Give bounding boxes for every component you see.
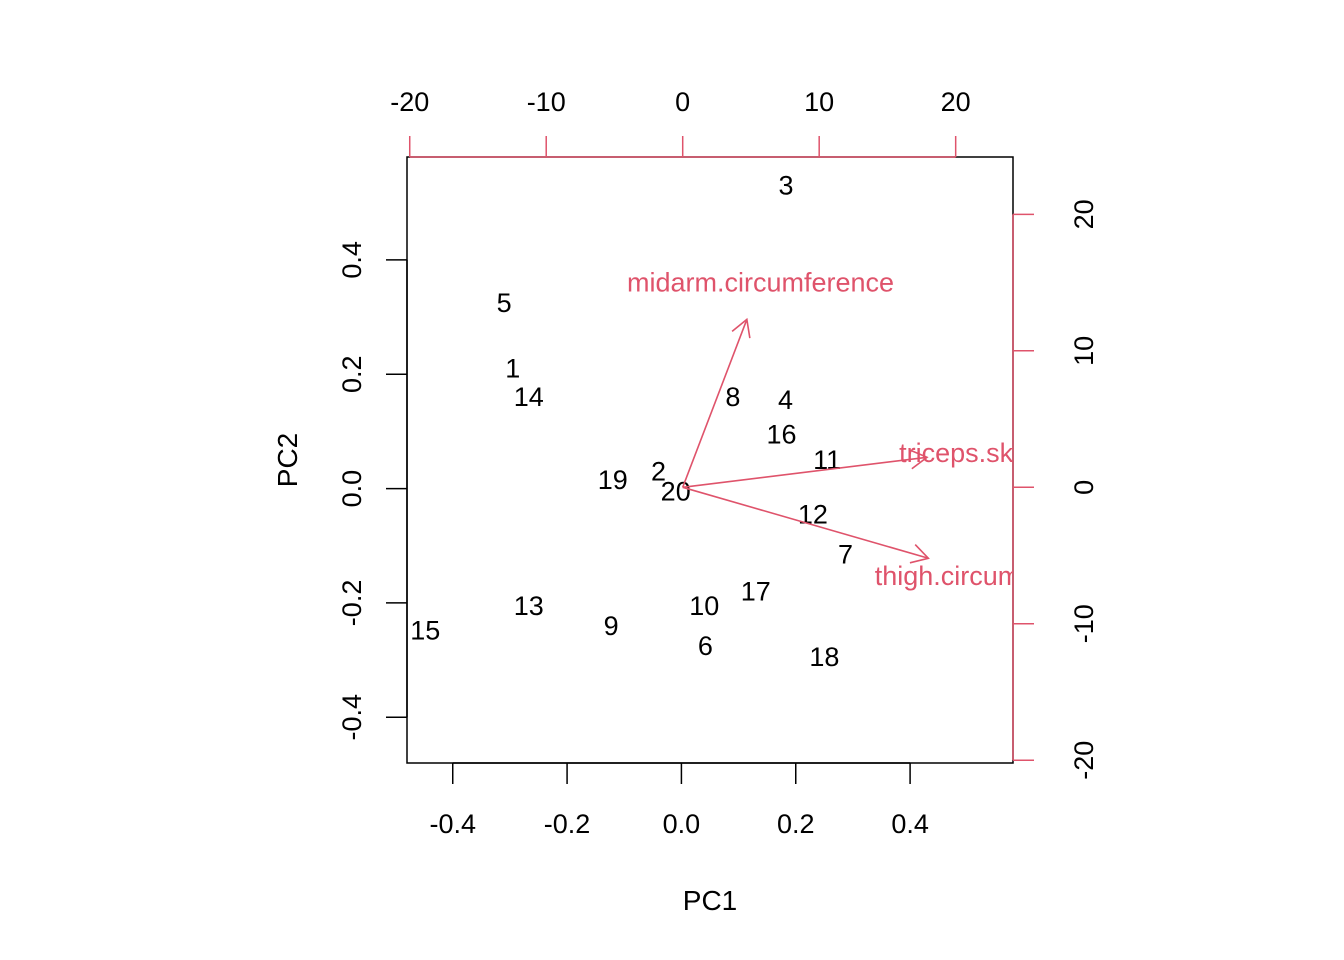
observation-label: 8 bbox=[725, 382, 740, 412]
observation-label: 16 bbox=[766, 419, 796, 449]
observation-label: 7 bbox=[838, 539, 853, 569]
top-tick-label: -10 bbox=[527, 87, 566, 117]
loading-label: triceps.skinfold bbox=[899, 438, 1078, 468]
y-tick-label: -0.4 bbox=[337, 694, 367, 741]
loading-arrowhead bbox=[909, 449, 929, 470]
y-tick-label: 0.0 bbox=[337, 470, 367, 508]
observation-label: 13 bbox=[514, 591, 544, 621]
top-tick-label: 20 bbox=[941, 87, 971, 117]
right-tick-label: 20 bbox=[1069, 199, 1099, 229]
observation-label: 2 bbox=[651, 456, 666, 486]
x-tick-label: 0.2 bbox=[777, 809, 815, 839]
right-tick-label: -20 bbox=[1069, 741, 1099, 780]
top-tick-label: -20 bbox=[390, 87, 429, 117]
observation-label: 5 bbox=[497, 288, 512, 318]
loading-arrow bbox=[681, 319, 748, 488]
right-tick-label: 10 bbox=[1069, 336, 1099, 366]
loading-arrowhead bbox=[909, 544, 930, 564]
observation-label: 1 bbox=[505, 354, 520, 384]
x-tick-label: -0.4 bbox=[429, 809, 476, 839]
observation-label: 17 bbox=[741, 576, 771, 606]
y-axis-title: PC2 bbox=[272, 433, 303, 487]
top-tick-label: 10 bbox=[804, 87, 834, 117]
top-tick-label: 0 bbox=[675, 87, 690, 117]
loading-arrow bbox=[682, 456, 928, 489]
x-tick-label: 0.4 bbox=[891, 809, 929, 839]
observation-label: 18 bbox=[809, 642, 839, 672]
x-tick-label: 0.0 bbox=[663, 809, 701, 839]
observation-label: 14 bbox=[514, 382, 544, 412]
y-tick-label: -0.2 bbox=[337, 580, 367, 627]
y-tick-label: 0.4 bbox=[337, 241, 367, 279]
loading-label: thigh.circumference bbox=[875, 561, 1111, 591]
observation-label: 15 bbox=[410, 615, 440, 645]
loading-arrowhead bbox=[731, 317, 751, 339]
loadings-layer: midarm.circumference triceps.skinfold thig… bbox=[627, 268, 1111, 591]
observation-label: 4 bbox=[778, 385, 793, 415]
observation-label: 19 bbox=[598, 465, 628, 495]
right-tick-label: -10 bbox=[1069, 604, 1099, 643]
observation-label: 9 bbox=[604, 611, 619, 641]
observation-label: 10 bbox=[689, 591, 719, 621]
observation-label: 3 bbox=[779, 171, 794, 201]
loading-arrow bbox=[682, 486, 929, 560]
loading-label: midarm.circumference bbox=[627, 268, 894, 298]
x-tick-label: -0.2 bbox=[544, 809, 591, 839]
x-axis-title: PC1 bbox=[683, 885, 737, 916]
y-tick-label: 0.2 bbox=[337, 355, 367, 393]
observation-label: 20 bbox=[661, 476, 691, 506]
axes-layer: -0.4 -0.2 0.0 0.2 0.4 -0.4 -0.2 0.0 0.2 0.4 -20 -10… bbox=[337, 87, 1099, 839]
observation-label: 6 bbox=[698, 631, 713, 661]
right-tick-label: 0 bbox=[1069, 480, 1099, 495]
